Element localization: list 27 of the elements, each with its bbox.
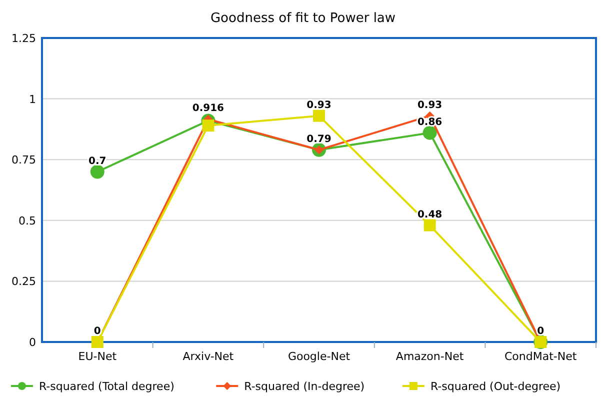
y-tick-label: 0.25 [12,275,36,288]
data-label: 0 [94,326,101,337]
x-tick-label: EU-Net [78,350,118,363]
point [424,219,436,232]
legend-label: R-squared (Out-degree) [430,380,561,393]
point [313,110,325,122]
data-label: 0.79 [306,134,332,145]
x-tick-label: Arxiv-Net [182,350,234,363]
point [202,120,214,132]
point [90,164,104,179]
data-label: 0.93 [417,100,442,111]
data-label: 0.93 [306,100,332,111]
x-tick-label: CondMat-Net [504,350,578,363]
data-label: 0.7 [88,156,106,167]
y-tick-label: 1 [29,92,36,106]
chart-title: Goodness of fit to Power law [210,11,396,26]
data-label: 0.916 [192,103,224,114]
y-tick-label: 1.25 [12,32,36,45]
legend-label: R-squared (Total degree) [38,380,174,393]
y-tick-label: 0.5 [18,214,36,228]
point [422,126,437,140]
x-tick-label: Amazon-Net [396,350,464,363]
y-tick-label: 0.75 [12,154,36,167]
legend-label: R-squared (In-degree) [244,380,365,393]
data-label: 0 [537,326,544,337]
y-tick-label: 0 [29,336,36,349]
x-tick-label: Google-Net [288,350,351,363]
